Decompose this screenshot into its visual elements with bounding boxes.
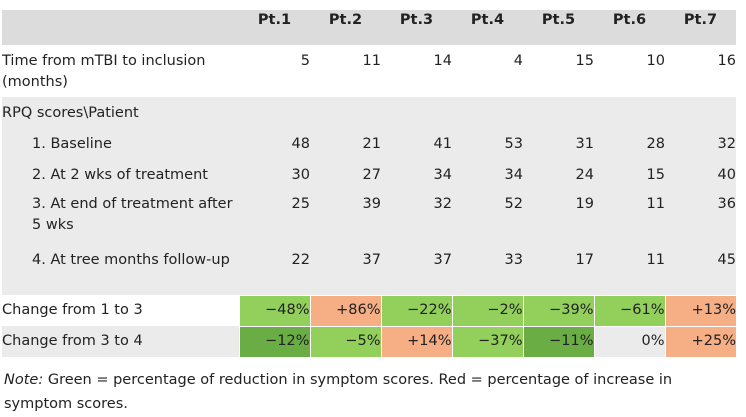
- table-cell: 53: [504, 136, 523, 152]
- change-cell: +14%: [380, 325, 452, 357]
- table-cell: 28: [646, 136, 665, 152]
- change-cell: 0%: [593, 325, 665, 357]
- subheader-row: RPQ scores\Patient: [2, 97, 736, 129]
- table-cell: 37: [362, 252, 381, 268]
- row-label: 4. At tree months follow-up: [32, 252, 230, 268]
- row-label: Change from 1 to 3: [2, 294, 239, 326]
- table-cell: 32: [717, 136, 736, 152]
- row-label: 1. Baseline: [32, 136, 112, 152]
- patient-header: Pt.2: [328, 12, 363, 28]
- table-cell: 14: [433, 53, 452, 69]
- table-row: 3. At end of treatment after 5 wks 25 39…: [2, 191, 736, 243]
- table-cell: 19: [575, 196, 594, 212]
- table-cell: 11: [362, 53, 381, 69]
- subheader-label: RPQ scores\Patient: [2, 104, 139, 121]
- note-text: Green = percentage of reduction in sympt…: [4, 372, 673, 412]
- table-cell: 15: [646, 167, 665, 183]
- table-cell: 15: [575, 53, 594, 69]
- patient-header: Pt.4: [470, 12, 505, 28]
- header-row: Pt.1 Pt.2 Pt.3 Pt.4 Pt.5 Pt.6 Pt.7: [2, 10, 736, 45]
- change-cell: +86%: [309, 294, 381, 326]
- patient-header: Pt.6: [612, 12, 647, 28]
- table-row: 2. At 2 wks of treatment 30 27 34 34 24 …: [2, 160, 736, 191]
- row-label: Change from 3 to 4: [2, 333, 143, 349]
- note-label: Note:: [4, 372, 44, 388]
- table-cell: 4: [513, 53, 523, 69]
- table-cell: 45: [717, 252, 736, 268]
- table-cell: 31: [575, 136, 594, 152]
- table-cell: 5: [300, 53, 310, 69]
- change-row-3-4: Change from 3 to 4 −12% −5% +14% −37% −1…: [2, 325, 736, 357]
- table-row: 4. At tree months follow-up 22 37 37 33 …: [2, 243, 736, 295]
- table-cell: 48: [291, 136, 310, 152]
- table-cell: 39: [362, 196, 381, 212]
- change-row-1-3: Change from 1 to 3 −48% +86% −22% −2% −3…: [2, 294, 736, 326]
- corner-cell: [2, 10, 239, 45]
- table-cell: 27: [362, 167, 381, 183]
- table-cell: 32: [433, 196, 452, 212]
- patient-header: Pt.5: [541, 12, 576, 28]
- table-cell: 16: [717, 53, 736, 69]
- table-cell: 21: [362, 136, 381, 152]
- patient-header: Pt.7: [683, 12, 718, 28]
- table-cell: 52: [504, 196, 523, 212]
- table-cell: 40: [717, 167, 736, 183]
- table-row: 1. Baseline 48 21 41 53 31 28 32: [2, 129, 736, 160]
- table-cell: 36: [717, 196, 736, 212]
- row-label: 3. At end of treatment after 5 wks: [32, 196, 233, 233]
- table-cell: 25: [291, 196, 310, 212]
- change-cell: −48%: [238, 294, 310, 326]
- table-cell: 11: [646, 252, 665, 268]
- table-cell: 30: [291, 167, 310, 183]
- change-cell: +13%: [664, 294, 736, 326]
- table-cell: 17: [575, 252, 594, 268]
- table-note: Note: Green = percentage of reduction in…: [4, 368, 704, 416]
- change-cell: +25%: [664, 325, 736, 357]
- change-cell: −22%: [380, 294, 452, 326]
- patient-header: Pt.1: [257, 12, 292, 28]
- row-label: Time from mTBI to inclusion (months): [2, 53, 206, 90]
- row-label: 2. At 2 wks of treatment: [32, 167, 208, 183]
- table-cell: 10: [646, 53, 665, 69]
- table-cell: 33: [504, 252, 523, 268]
- change-cell: −37%: [451, 325, 523, 357]
- change-cell: −12%: [238, 325, 310, 357]
- table-cell: 41: [433, 136, 452, 152]
- table-cell: 22: [291, 252, 310, 268]
- table-cell: 11: [646, 196, 665, 212]
- table-cell: 24: [575, 167, 594, 183]
- time-row: Time from mTBI to inclusion (months) 5 1…: [2, 45, 736, 97]
- table-cell: 34: [433, 167, 452, 183]
- rpq-table: Pt.1 Pt.2 Pt.3 Pt.4 Pt.5 Pt.6 Pt.7 Time …: [2, 10, 736, 357]
- change-cell: −11%: [522, 325, 594, 357]
- table-cell: 34: [504, 167, 523, 183]
- change-cell: −39%: [522, 294, 594, 326]
- patient-header: Pt.3: [399, 12, 434, 28]
- table-cell: 37: [433, 252, 452, 268]
- change-cell: −61%: [593, 294, 665, 326]
- change-cell: −5%: [309, 325, 381, 357]
- change-cell: −2%: [451, 294, 523, 326]
